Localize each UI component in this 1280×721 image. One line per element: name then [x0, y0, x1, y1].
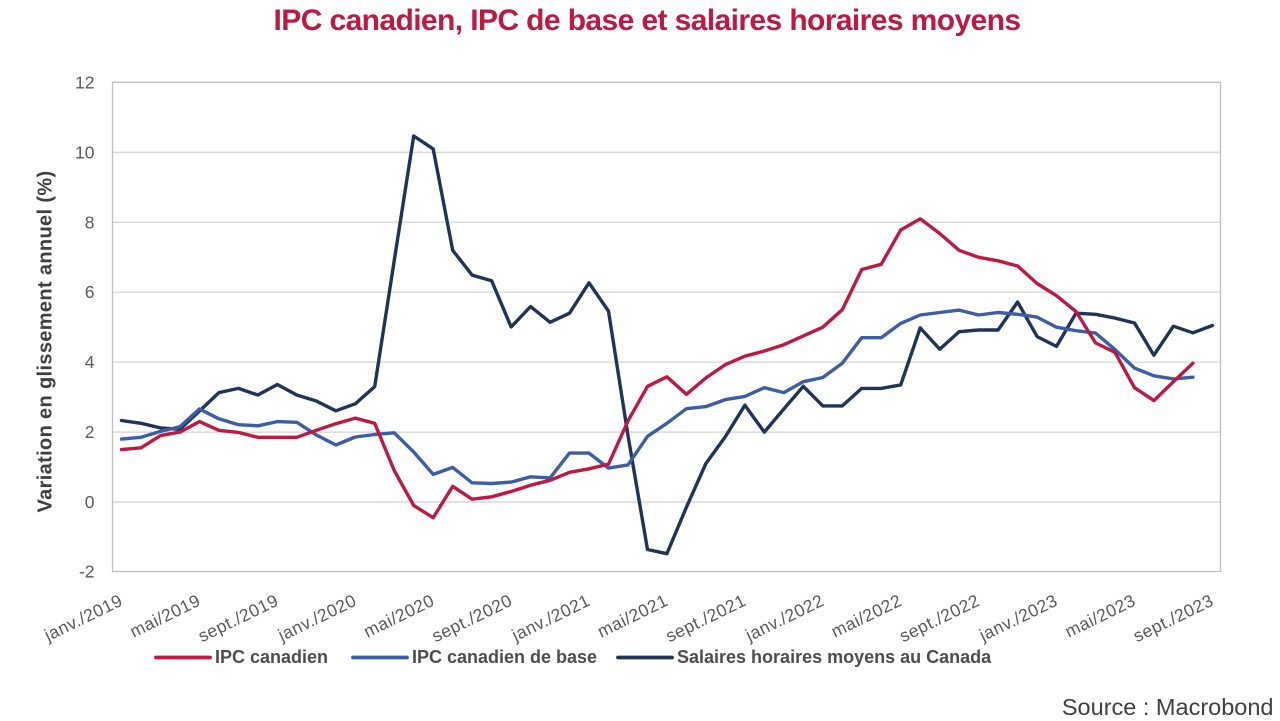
svg-text:2: 2 — [85, 422, 95, 442]
svg-text:sept./2020: sept./2020 — [429, 590, 516, 646]
svg-text:IPC canadien de base: IPC canadien de base — [412, 647, 597, 667]
svg-text:10: 10 — [75, 142, 95, 162]
svg-text:janv./2021: janv./2021 — [508, 590, 594, 645]
svg-text:janv./2023: janv./2023 — [975, 590, 1061, 645]
svg-text:janv./2022: janv./2022 — [741, 590, 827, 645]
svg-text:mai/2020: mai/2020 — [360, 590, 437, 641]
svg-text:-2: -2 — [79, 562, 95, 582]
svg-text:mai/2023: mai/2023 — [1062, 590, 1139, 641]
svg-text:sept./2022: sept./2022 — [896, 590, 983, 646]
svg-text:4: 4 — [85, 352, 95, 372]
svg-text:Salaires horaires moyens au Ca: Salaires horaires moyens au Canada — [677, 647, 992, 667]
svg-text:IPC canadien: IPC canadien — [215, 647, 328, 667]
svg-text:sept./2021: sept./2021 — [662, 590, 749, 646]
svg-text:sept./2019: sept./2019 — [195, 590, 282, 646]
svg-text:mai/2021: mai/2021 — [594, 590, 671, 641]
svg-text:12: 12 — [75, 72, 94, 92]
svg-text:0: 0 — [85, 492, 95, 512]
svg-text:8: 8 — [85, 212, 95, 232]
svg-text:Variation en glissement annuel: Variation en glissement annuel (%) — [35, 171, 57, 513]
svg-text:6: 6 — [85, 282, 95, 302]
svg-text:janv./2019: janv./2019 — [40, 590, 126, 645]
svg-text:janv./2020: janv./2020 — [274, 590, 360, 645]
svg-text:sept./2023: sept./2023 — [1130, 590, 1217, 646]
svg-text:mai/2019: mai/2019 — [127, 590, 204, 641]
svg-text:mai/2022: mai/2022 — [828, 590, 905, 641]
